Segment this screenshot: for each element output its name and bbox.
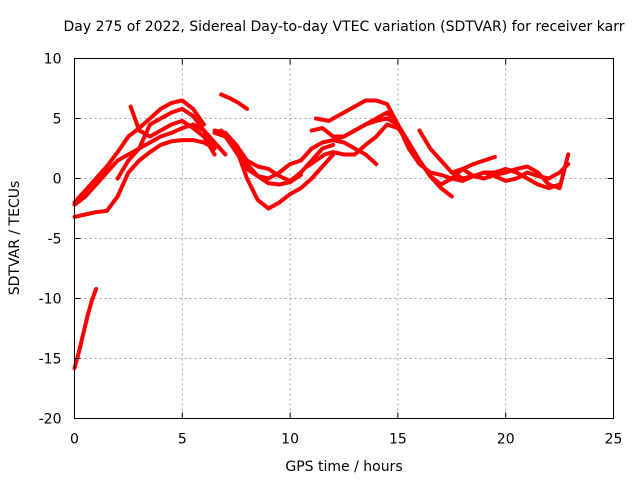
- y-axis-label: SDTVAR / TECUs: [7, 181, 23, 296]
- x-tick-label: 10: [281, 432, 299, 448]
- x-tick-label: 0: [70, 432, 79, 448]
- series-track-7: [219, 92, 249, 111]
- series-track-15: [331, 138, 379, 167]
- y-tick-label: -10: [39, 292, 62, 308]
- y-tick-label: -5: [48, 232, 62, 248]
- series-track-5: [115, 106, 217, 181]
- y-tick-label: -20: [39, 412, 62, 428]
- x-axis-label: GPS time / hours: [285, 459, 402, 475]
- series-group: [72, 92, 571, 371]
- x-tick-label: 15: [389, 432, 407, 448]
- x-tick-label: 20: [497, 432, 515, 448]
- y-tick-labels: -20 -15 -10 -5 0 5 10: [39, 52, 62, 428]
- axis-ticks: [74, 58, 614, 419]
- series-track-17: [449, 152, 571, 191]
- y-tick-label: 0: [53, 172, 62, 188]
- grid-lines: [74, 58, 614, 419]
- x-tick-labels: 0 5 10 15 20 25: [70, 432, 622, 448]
- series-track-14: [305, 122, 454, 199]
- series-track-2: [72, 138, 217, 219]
- y-tick-label: -15: [39, 352, 62, 368]
- x-tick-label: 5: [178, 432, 187, 448]
- chart-title: Day 275 of 2022, Sidereal Day-to-day VTE…: [64, 19, 625, 35]
- y-tick-label: 10: [44, 52, 62, 68]
- series-track-1: [72, 286, 99, 371]
- x-tick-label: 25: [605, 432, 623, 448]
- series-track-6: [128, 104, 217, 157]
- y-tick-label: 5: [53, 112, 62, 128]
- series-track-11: [223, 130, 336, 211]
